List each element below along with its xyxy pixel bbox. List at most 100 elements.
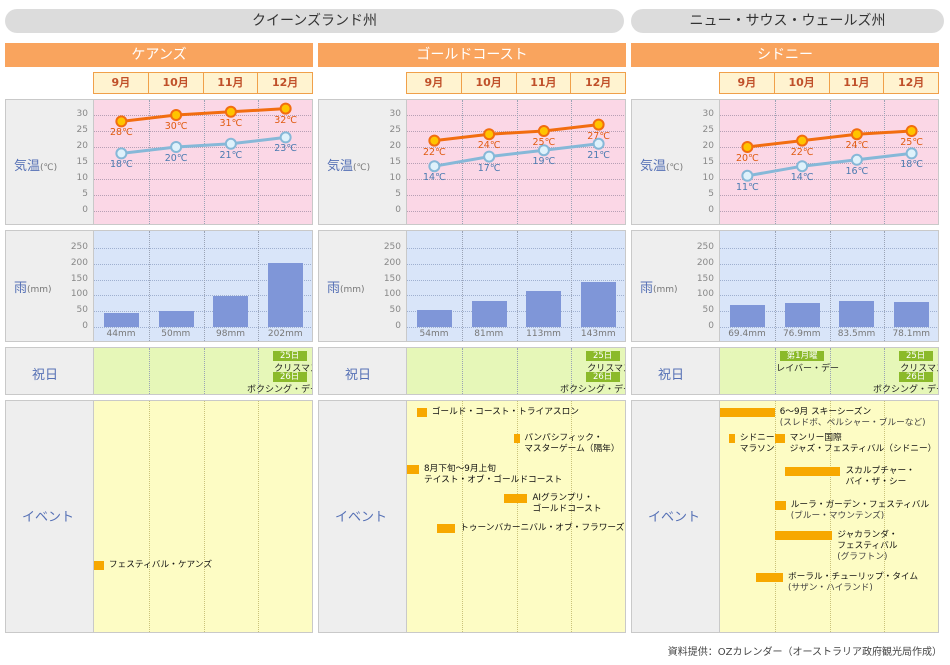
event-month-divider [884,401,885,632]
rainfall-gridline [94,279,312,281]
temperature-tick: 30 [389,109,401,119]
temperature-gridline [407,195,625,196]
high-temp-point [592,118,605,131]
temperature-tick: 20 [389,141,401,151]
temperature-gridline [720,195,938,196]
rainfall-tick: 250 [696,242,714,252]
rain-unit-label: (mm) [653,285,678,295]
rainfall-tick: 0 [708,321,714,331]
event-bar [728,434,735,443]
event-label-line: トゥーンバカーニバル・オブ・フラワーズ [460,523,625,533]
rainfall-tick: 100 [383,289,401,300]
event-label: ボーラル・チューリップ・タイム (サザン・ハイランド) [788,572,918,594]
temperature-lines [428,118,605,173]
high-temp-label: 32℃ [274,114,298,126]
temperature-tick: 20 [702,141,714,151]
rainfall-month-divider [571,231,572,341]
rainfall-gridline [720,263,938,265]
holiday-date-tag: 26日 [585,372,620,382]
event-label: ジャカランダ・ フェスティバル (グラフトン) [837,530,897,563]
temperature-panel: 気温(℃) 30 25 20 15 10 5 0 11℃ 14℃ 16℃ 18℃ 20℃ 22℃ 24℃ 25… [631,99,939,225]
city-column: ゴールドコースト 9月 10月 11月 12月 気温(℃) 30 25 20 15 10 5 0 14℃ 1… [318,43,626,633]
low-temp-label: 19℃ [532,156,556,168]
rain-main-label: 雨 [14,281,28,296]
event-axis-title: イベント [648,510,701,525]
event-month-divider [517,401,518,632]
low-temp-label: 11℃ [735,181,759,193]
rainfall-tick: 250 [383,242,401,252]
rainfall-bar [471,301,507,327]
high-temp-label: 20℃ [735,153,759,164]
temperature-tick: 25 [76,125,88,135]
rainfall-gridline [407,248,625,249]
rainfall-tick: 150 [383,273,401,284]
event-label-line: ルーラ・ガーデン・フェスティバル [790,500,930,510]
month-header: 9月 10月 11月 12月 [719,72,939,94]
rainfall-tick: 50 [389,305,401,316]
rainfall-bar [581,281,617,327]
month-label: 11月 [517,73,572,93]
low-temp-point [850,153,863,166]
holiday-axis-area: 祝日 [319,348,407,394]
temperature-gridline [407,211,625,212]
low-temp-point [796,160,809,173]
rainfall-value-label: 44mm [106,329,136,339]
holiday-name: ボクシング・デー [872,385,939,395]
temp-main-label: 気温 [14,159,41,174]
event-label: AIグランプリ・ ゴールドコースト [532,493,601,515]
temperature-tick: 0 [708,205,714,215]
rainfall-value-label: 78.1mm [892,329,931,339]
month-label: 12月 [271,76,299,89]
event-label: フェスティバル・ケアンズ [109,560,212,571]
event-label-line: ゴールド・コースト・トライアスロン [431,407,579,417]
temperature-month-divider [884,100,885,224]
rainfall-gridline [407,311,625,313]
low-temp-point [224,137,237,150]
rainfall-value-label: 50mm [161,329,191,339]
high-temp-point [483,128,496,141]
month-label: 12月 [897,76,925,89]
rainfall-gridline [720,279,938,281]
rainfall-value-label: 202mm [267,329,303,339]
event-label: 8月下旬〜9月上旬 テイスト・オブ・ゴールドコースト [424,464,562,486]
temperature-panel: 気温(℃) 30 25 20 15 10 5 0 14℃ 17℃ 19℃ 21℃ 22℃ 24℃ 25℃ 27… [318,99,626,225]
temperature-month-divider [517,100,518,224]
temperature-month-divider [149,100,150,224]
high-temp-label: 30℃ [164,121,188,132]
rainfall-panel: 雨(mm) 250 200 150 100 50 0 69.4mm 76.9mm 83.5mm 78… [631,230,939,342]
event-month-divider [204,401,205,632]
rainfall-tick: 50 [76,305,88,316]
event-label-line: ジャズ・フェスティバル（シドニー） [789,444,937,454]
high-temp-label: 24℃ [477,140,501,152]
temperature-gridline [407,115,625,116]
low-temp-point [537,144,550,157]
high-temp-label: 31℃ [219,117,243,129]
event-month-divider [258,401,259,632]
rainfall-gridline [94,295,312,297]
rainfall-month-divider [204,231,205,341]
rainfall-bar [894,302,930,327]
low-temp-line [747,151,912,178]
rainfall-month-divider [149,231,150,341]
rainfall-bar [416,309,452,327]
temp-main-label: 気温 [640,159,667,174]
event-label-line: バイ・ザ・シー [845,477,907,487]
temperature-gridline [94,115,312,116]
low-temp-label: 20℃ [164,153,188,164]
event-label-line: マラソン [739,444,775,454]
event-bar [94,561,104,570]
rainfall-bar [103,313,139,327]
rainfall-gridline [407,295,625,297]
high-temp-label: 25℃ [900,137,924,148]
rainfall-plot: 44mm 50mm 98mm 202mm [94,231,312,341]
rainfall-gridline [94,311,312,313]
holiday-month-divider [462,348,463,394]
city-title: シドニー [631,43,939,67]
event-label-line: ゴールドコースト [532,504,602,514]
holiday-axis-area: 祝日 [632,348,720,394]
holiday-name: クリスマス [587,364,625,374]
high-temp-label: 25℃ [532,137,556,148]
low-temp-point [170,141,183,153]
rainfall-value-label: 81mm [474,329,504,339]
